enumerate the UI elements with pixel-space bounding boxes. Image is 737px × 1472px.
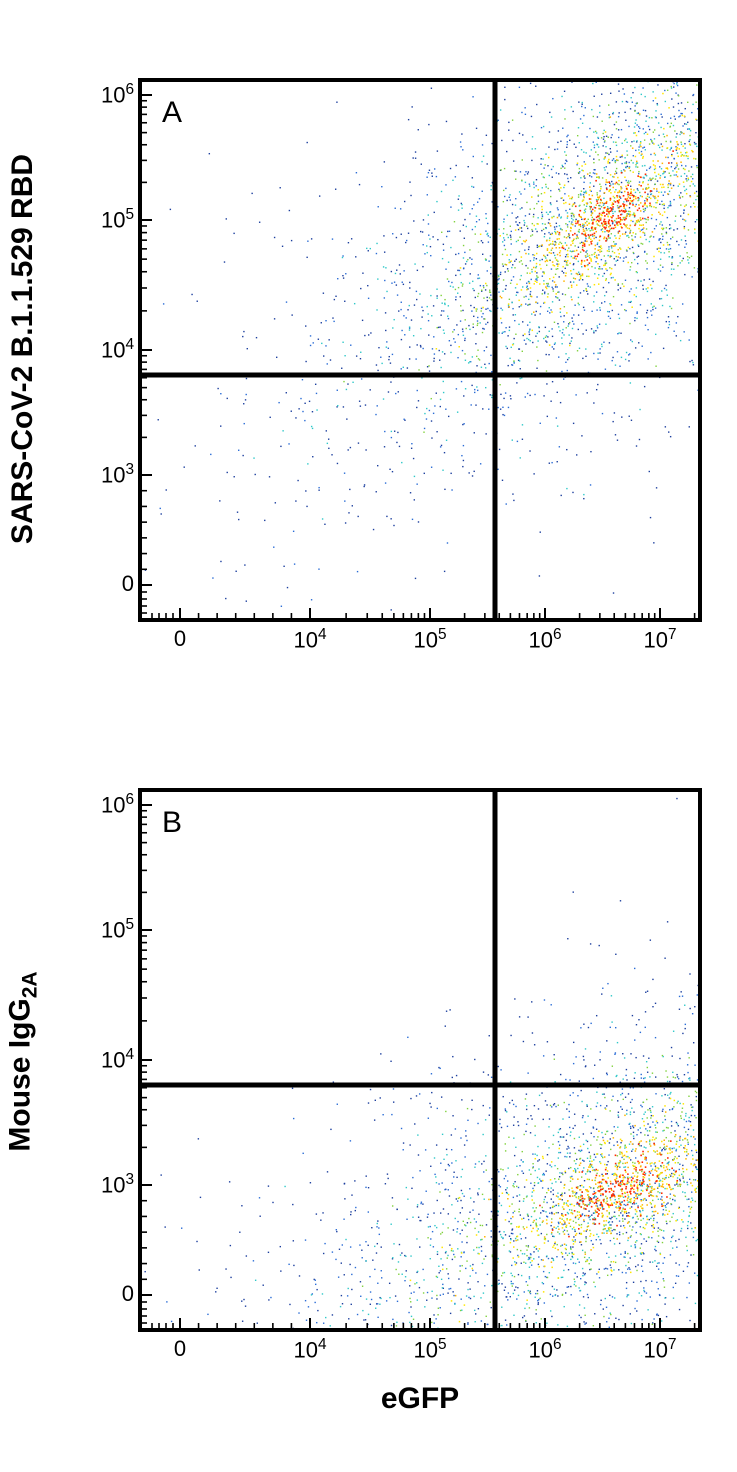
x-tick-label: 104 [280,1336,340,1363]
panel-letter-b: B [162,806,182,840]
x-tick-label: 106 [515,1336,575,1363]
y-axis-label-b: Mouse IgG2A [4,802,43,1322]
x-tick-label: 105 [400,1336,460,1363]
y-tick-label: 105 [101,916,134,943]
x-tick-label: 106 [515,626,575,653]
x-tick-label: 0 [150,1336,210,1362]
flow-panel-a: SARS-CoV-2 B.1.1.529 RBD A 0 104 105 106 107… [0,25,737,665]
flow-panel-b: Mouse IgG2A B 0 104 105 106 107 0 103 104 105 106 [0,735,737,1375]
x-tick-label: 107 [630,626,690,653]
y-tick-label: 104 [101,1046,134,1073]
x-tick-label: 104 [280,626,340,653]
page-root: SARS-CoV-2 B.1.1.529 RBD A 0 104 105 106 107… [0,0,737,1472]
x-tick-label: 107 [630,1336,690,1363]
y-tick-label: 106 [101,791,134,818]
y-tick-label: 105 [101,206,134,233]
y-axis-label-a: SARS-CoV-2 B.1.1.529 RBD [6,89,40,609]
y-tick-label: 0 [122,571,134,597]
y-tick-label: 0 [122,1281,134,1307]
x-tick-label: 105 [400,626,460,653]
y-tick-label: 106 [101,81,134,108]
y-tick-label: 104 [101,336,134,363]
x-tick-label: 0 [150,626,210,652]
x-axis-label: eGFP [360,1382,480,1416]
y-tick-label: 103 [101,1171,134,1198]
y-tick-label: 103 [101,461,134,488]
panel-letter-a: A [162,96,182,130]
